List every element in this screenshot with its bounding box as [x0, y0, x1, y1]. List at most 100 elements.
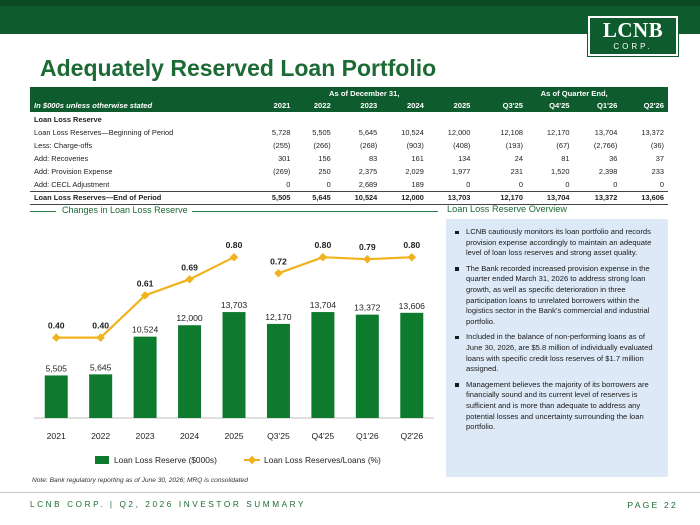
bullet-text: LCNB cautiously monitors its loan portfo…	[466, 227, 652, 258]
row-label: Add: Recoveries	[34, 154, 89, 163]
bar-value-label: 13,606	[399, 301, 426, 311]
ratio-point	[229, 252, 239, 262]
table-cell: 12,170	[546, 128, 570, 137]
legend-swatch-bar	[95, 456, 109, 464]
table-cell: (903)	[406, 141, 424, 150]
column-header: Q3'25	[480, 99, 527, 112]
bar	[133, 336, 157, 418]
table-cell: 2,375	[358, 167, 378, 176]
table-row: Add: Provision Expense (269) 250 2,375 2,029…	[30, 165, 668, 178]
table-cell: 5,645	[294, 190, 335, 205]
ratio-value-label: 0.79	[359, 242, 376, 252]
table-cell: 12,170	[480, 190, 527, 205]
bar-value-label: 13,372	[354, 303, 381, 313]
ratio-point	[407, 252, 417, 262]
logo-line2: CORP.	[613, 42, 653, 51]
table-row: Loan Loss Reserves—End of Period 5,505 5,6…	[30, 190, 668, 205]
x-tick-label: Q1'26	[356, 431, 379, 441]
bullet-text: The Bank recorded increased provision ex…	[466, 263, 650, 326]
chart-header: Changes in Loan Loss Reserve	[30, 205, 438, 217]
side-panel-title: Loan Loss Reserve Overview	[447, 204, 568, 214]
ratio-point	[51, 333, 61, 342]
ratio-value-label: 0.80	[403, 240, 420, 250]
table-cell: 5,505	[254, 190, 295, 205]
column-gap	[474, 99, 481, 112]
table-cell: 13,606	[621, 190, 668, 205]
table-cell: (266)	[313, 141, 331, 150]
column-header: Q4'25	[526, 99, 574, 112]
table-cell: (2,766)	[593, 141, 618, 150]
table-row: Loan Loss Reserves—Beginning of Period 5,…	[30, 126, 668, 139]
page-number: PAGE 22	[627, 500, 678, 510]
column-header: Q2'26	[621, 99, 668, 112]
legend-swatch-marker	[247, 455, 257, 464]
legend-label-bars: Loan Loss Reserve ($000s)	[114, 455, 217, 465]
table-cell: 13,704	[594, 128, 618, 137]
ratio-value-label: 0.69	[181, 262, 198, 272]
table-cell: 156	[318, 154, 331, 163]
group-spacer	[30, 87, 255, 99]
bar	[311, 312, 335, 418]
section-label: Loan Loss Reserve	[34, 114, 102, 124]
table-cell: 2,398	[598, 167, 618, 176]
table-group-header: As of December 31, As of Quarter End,	[30, 87, 668, 99]
table-cell: 2,689	[358, 179, 378, 189]
bar-value-label: 12,000	[176, 313, 203, 323]
bar	[44, 375, 68, 418]
table-row: Add: Recoveries 301 156 83 161 134 24 81 36 37	[30, 152, 668, 165]
page-title: Adequately Reserved Loan Portfolio	[40, 55, 437, 81]
table-row: Less: Charge-offs (255) (266) (268) (903) (40…	[30, 139, 668, 152]
ratio-line	[278, 256, 412, 275]
chart-header-rule-right	[190, 211, 438, 212]
bar	[178, 325, 202, 418]
bar	[266, 323, 290, 418]
row-label: Add: CECL Adjustment	[34, 179, 110, 189]
group-quarter-header: As of Quarter End,	[480, 87, 668, 99]
column-header: 2025	[427, 99, 475, 112]
table-cell: 161	[411, 154, 424, 163]
table-cell: 36	[609, 154, 618, 163]
table-row: Add: CECL Adjustment 0 0 2,689 189 0 0 0 0 0	[30, 178, 668, 191]
bullet-icon	[455, 267, 459, 271]
table-cell: 5,505	[312, 128, 331, 137]
table-cell: 0	[613, 179, 618, 189]
table-cell: 5,645	[358, 128, 378, 137]
footer-company: LCNB CORP. | Q2, 2026 INVESTOR SUMMARY	[30, 500, 307, 509]
table-cell: (408)	[453, 141, 471, 150]
table-cell: (269)	[273, 167, 291, 176]
x-tick-label: 2022	[91, 431, 110, 441]
table-cell: 0	[518, 179, 523, 189]
x-tick-label: Q4'25	[312, 431, 335, 441]
column-header: Q1'26	[573, 99, 622, 112]
side-panel: LCNB cautiously monitors its loan portfo…	[446, 219, 668, 477]
legend-item-bars: Loan Loss Reserve ($000s)	[95, 455, 217, 465]
bar-value-label: 12,170	[265, 312, 292, 322]
table-cell: 250	[318, 167, 331, 176]
table-cell: 5,728	[271, 128, 291, 137]
logo-line1: LCNB	[602, 18, 664, 42]
table-cell: 189	[411, 179, 424, 189]
bullet-text: Included in the balance of non-performin…	[466, 332, 653, 374]
bar	[89, 374, 113, 418]
bar	[400, 312, 424, 418]
cell-gap	[474, 152, 481, 165]
table-cell: 1,977	[451, 167, 471, 176]
table-cell: 0	[466, 179, 471, 189]
section-row: Loan Loss Reserve	[30, 112, 668, 126]
group-gap	[474, 87, 481, 99]
table-cell: (193)	[505, 141, 523, 150]
bar-value-label: 13,703	[221, 300, 248, 310]
ratio-point	[274, 269, 283, 278]
ratio-value-label: 0.80	[226, 240, 243, 250]
table-cell: 13,372	[641, 128, 664, 137]
x-tick-label: 2025	[224, 431, 243, 441]
table-cell: (36)	[650, 141, 664, 150]
company-logo: LCNB CORP.	[587, 15, 679, 57]
footer-rule	[0, 492, 700, 493]
row-label: Loan Loss Reserves—End of Period	[30, 190, 255, 205]
table-cell: 13,704	[526, 190, 574, 205]
bar	[355, 314, 379, 418]
row-label: Add: Provision Expense	[34, 167, 113, 176]
row-label: Less: Charge-offs	[34, 141, 93, 150]
side-bullet: Included in the balance of non-performin…	[454, 332, 660, 374]
